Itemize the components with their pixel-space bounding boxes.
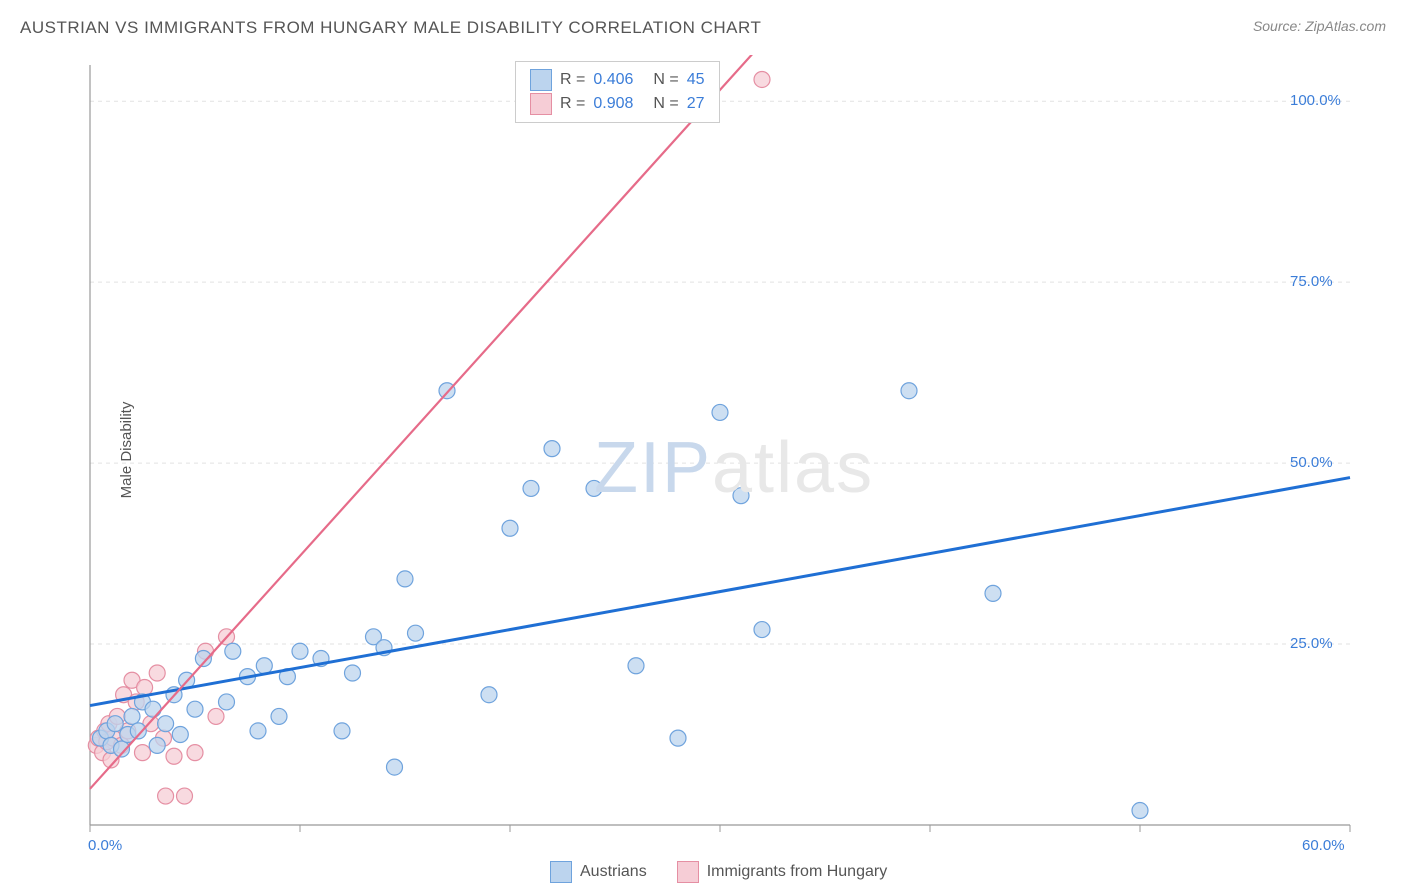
legend-swatch — [677, 861, 699, 883]
legend-swatch — [550, 861, 572, 883]
n-value: 45 — [687, 71, 705, 89]
y-tick-label: 75.0% — [1290, 273, 1333, 290]
r-label: R = — [560, 71, 585, 89]
correlation-legend: R = 0.406 N = 45 R = 0.908 N = 27 — [515, 61, 720, 123]
x-tick-label: 60.0% — [1302, 837, 1345, 854]
r-value: 0.406 — [593, 71, 633, 89]
chart-area: Male Disability ZIPatlas R =0.406N =45R … — [60, 55, 1360, 845]
y-tick-label: 100.0% — [1290, 92, 1341, 109]
n-label: N = — [653, 71, 678, 89]
legend-row: R = 0.406 N = 45 — [530, 68, 705, 92]
r-label: R = — [560, 95, 585, 113]
legend-swatch — [530, 93, 552, 115]
n-value: 27 — [687, 95, 705, 113]
chart-title: AUSTRIAN VS IMMIGRANTS FROM HUNGARY MALE… — [20, 18, 761, 38]
y-tick-label: 25.0% — [1290, 635, 1333, 652]
y-tick-label: 50.0% — [1290, 454, 1333, 471]
legend-item: Austrians — [550, 861, 647, 883]
r-value: 0.908 — [593, 95, 633, 113]
legend-series-name: Austrians — [580, 863, 647, 881]
series-legend: Austrians Immigrants from Hungary — [550, 861, 907, 883]
legend-item: Immigrants from Hungary — [677, 861, 888, 883]
source-attribution: Source: ZipAtlas.com — [1253, 18, 1386, 34]
x-tick-label: 0.0% — [88, 837, 122, 854]
legend-series-name: Immigrants from Hungary — [707, 863, 888, 881]
scatter-plot-svg — [60, 55, 1360, 845]
n-label: N = — [653, 95, 678, 113]
legend-swatch — [530, 69, 552, 91]
legend-row: R = 0.908 N = 27 — [530, 92, 705, 116]
